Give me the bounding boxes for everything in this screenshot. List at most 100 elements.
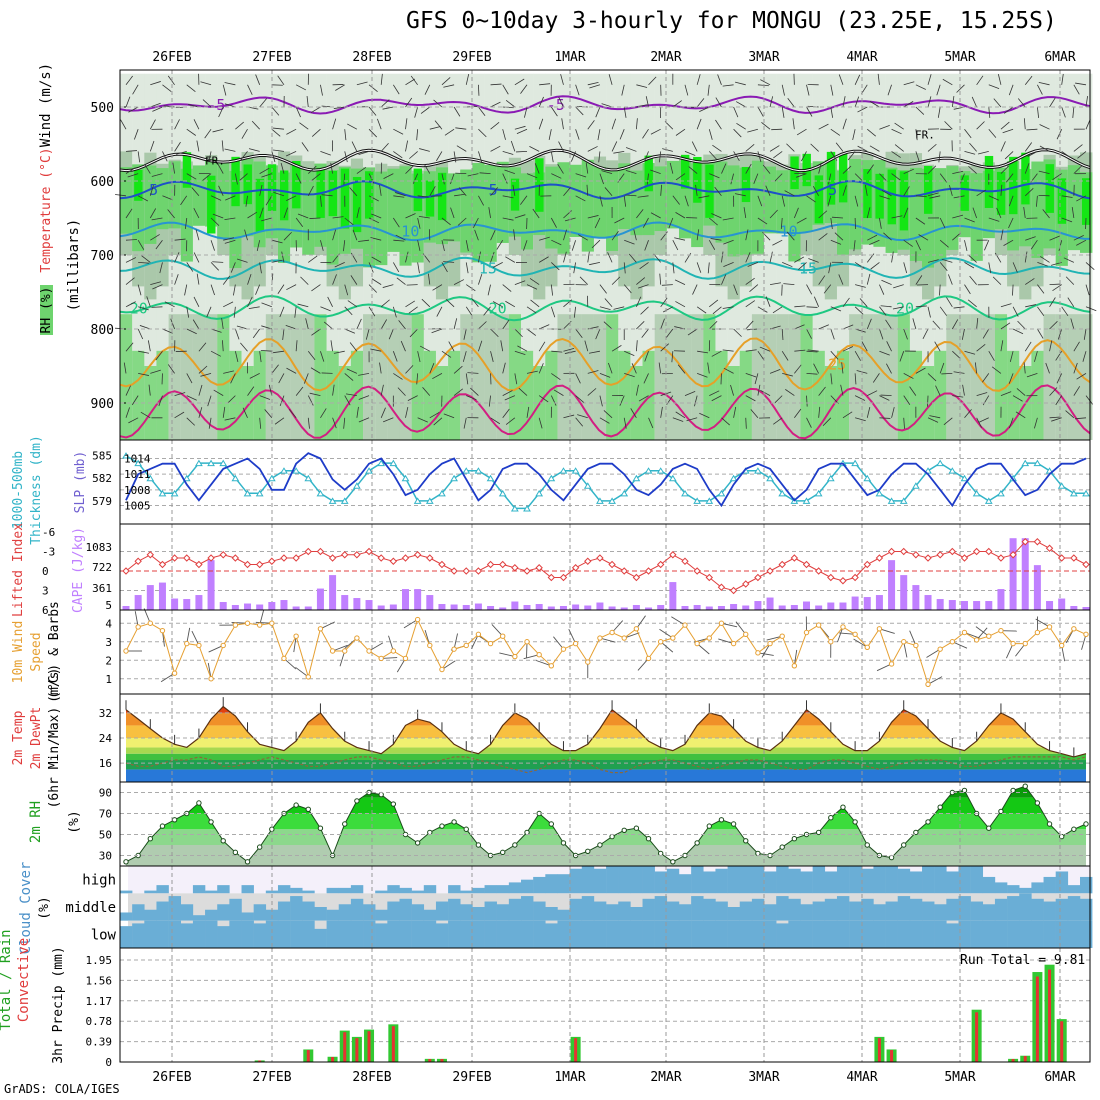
rh-cell-low bbox=[800, 314, 813, 440]
cloud-cover-bar bbox=[812, 920, 826, 948]
cloud-cover-bar bbox=[363, 904, 376, 921]
cloud-cover-bar bbox=[751, 898, 765, 921]
upper-wind-barb bbox=[671, 351, 674, 363]
upper-wind-barb bbox=[320, 408, 327, 419]
rh-point bbox=[390, 801, 397, 807]
cloud-cover-bar bbox=[241, 885, 254, 894]
cloud-cover-bar bbox=[435, 901, 449, 921]
temperature-contour-label: 20 bbox=[896, 299, 914, 317]
upper-wind-barb bbox=[927, 306, 931, 318]
upper-wind-barb bbox=[247, 84, 253, 95]
upper-wind-barb bbox=[818, 324, 829, 330]
upper-wind-barb bbox=[599, 306, 611, 311]
wind-speed-axis-label: Speed bbox=[29, 632, 44, 671]
cloud-cover-bar bbox=[423, 920, 437, 948]
temperature-contour bbox=[119, 221, 1091, 242]
upper-wind-barb bbox=[137, 195, 149, 202]
rh-legend-swatch bbox=[40, 285, 53, 335]
cloud-cover-bar bbox=[1007, 885, 1020, 894]
thickness-point bbox=[717, 489, 726, 497]
upper-wind-barb bbox=[944, 121, 953, 130]
precip-convective-bar bbox=[428, 1059, 432, 1062]
upper-wind-barb bbox=[310, 367, 321, 374]
upper-wind-barb bbox=[1025, 278, 1035, 285]
upper-wind-barb bbox=[1049, 340, 1053, 352]
upper-wind-barb bbox=[273, 192, 285, 197]
rh-cell-dark bbox=[826, 151, 836, 205]
cloud-cover-bar bbox=[982, 876, 996, 894]
cloud-cover-bar bbox=[569, 868, 583, 894]
rh-point bbox=[427, 829, 433, 836]
upper-wind-barb bbox=[587, 251, 590, 263]
lifted-index-point bbox=[413, 551, 422, 559]
upper-wind-barb bbox=[295, 217, 304, 228]
upper-wind-barb bbox=[697, 350, 709, 354]
cloud-cover-bar bbox=[958, 866, 971, 894]
upper-wind-barb bbox=[388, 328, 394, 340]
upper-wind-barb bbox=[500, 340, 504, 352]
rh-point bbox=[317, 825, 324, 831]
upper-wind-barb bbox=[282, 328, 285, 340]
upper-wind-barb bbox=[343, 417, 346, 429]
upper-wind-barb bbox=[186, 328, 197, 335]
upper-wind-barb bbox=[838, 274, 844, 285]
upper-wind-barb bbox=[186, 173, 197, 180]
upper-wind-barb bbox=[988, 262, 992, 274]
upper-wind-barb bbox=[441, 217, 451, 226]
wind-speed-point bbox=[281, 655, 287, 662]
upper-wind-barb bbox=[115, 194, 127, 197]
upper-wind-barb bbox=[441, 350, 452, 358]
upper-wind-barb bbox=[1061, 217, 1073, 223]
thickness-point bbox=[523, 504, 531, 512]
upper-wind-barb bbox=[838, 74, 844, 85]
cape-tick-label: 361 bbox=[92, 582, 112, 595]
upper-wind-barb bbox=[140, 411, 151, 419]
cloud-cover-bar bbox=[375, 923, 388, 948]
thickness-point bbox=[899, 497, 908, 504]
upper-wind-barb bbox=[320, 306, 331, 312]
upper-wind-barb bbox=[186, 306, 190, 318]
lifted-index-point bbox=[669, 551, 677, 559]
upper-wind-barb bbox=[410, 75, 418, 86]
upper-wind-barb bbox=[774, 395, 783, 404]
date-label-top: 28FEB bbox=[352, 50, 391, 65]
thickness-point bbox=[255, 489, 264, 497]
upper-wind-barb bbox=[488, 395, 491, 407]
cloud-cover-bar bbox=[326, 909, 339, 921]
upper-wind-barb bbox=[170, 318, 175, 330]
upper-wind-barb bbox=[575, 129, 580, 140]
upper-wind-barb bbox=[903, 168, 914, 174]
cloud-cover-bar bbox=[606, 920, 619, 948]
upper-wind-barb bbox=[343, 173, 346, 185]
upper-wind-barb bbox=[708, 151, 718, 160]
rh-cell-dark bbox=[134, 169, 143, 201]
cloud-cover-bar bbox=[1067, 920, 1081, 948]
upper-wind-barb bbox=[295, 84, 307, 91]
cloud-cover-bar bbox=[922, 866, 935, 894]
upper-wind-barb bbox=[478, 128, 487, 138]
upper-wind-barb bbox=[297, 213, 309, 219]
rh-point bbox=[815, 829, 822, 836]
rh-cell-dark bbox=[899, 171, 909, 231]
upper-wind-barb bbox=[915, 217, 926, 225]
wind-speed-point bbox=[803, 629, 810, 636]
upper-wind-barb bbox=[715, 119, 722, 130]
upper-wind-barb bbox=[575, 173, 587, 178]
cape-bar bbox=[268, 602, 276, 610]
lifted-index-point bbox=[219, 551, 227, 559]
upper-wind-barb bbox=[964, 350, 976, 355]
rh-cell-mid bbox=[715, 161, 728, 243]
cloud-cover-bar bbox=[484, 885, 497, 894]
rh-cell-low bbox=[630, 366, 643, 440]
cloud-cover-bar bbox=[168, 920, 182, 948]
upper-wind-barb bbox=[1085, 306, 1097, 312]
thickness-point bbox=[425, 497, 434, 504]
upper-wind-barb bbox=[852, 129, 856, 141]
wind-speed-point bbox=[147, 620, 154, 626]
upper-wind-barb bbox=[505, 256, 516, 263]
thickness-point bbox=[170, 489, 179, 497]
upper-wind-barb bbox=[665, 328, 674, 339]
upper-wind-barb bbox=[443, 84, 455, 88]
upper-wind-barb bbox=[715, 97, 722, 108]
upper-wind-barb bbox=[550, 395, 557, 406]
